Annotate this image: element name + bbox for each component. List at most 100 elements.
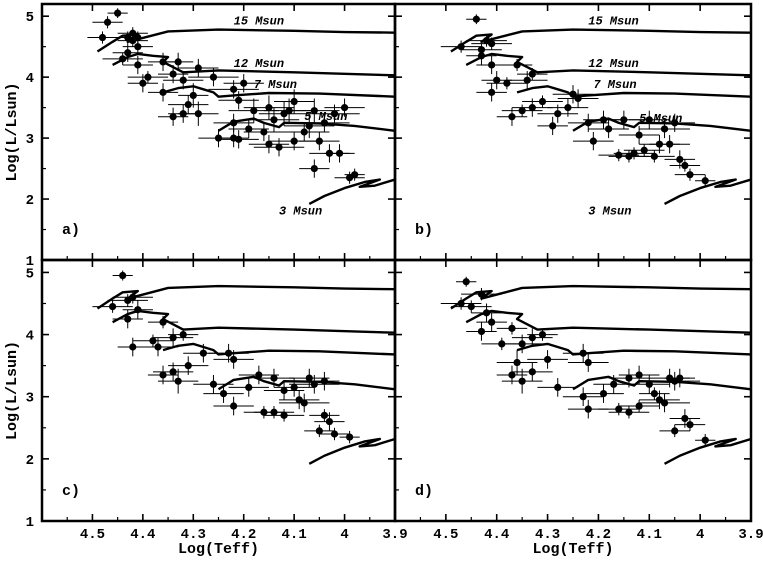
data-marker: [467, 303, 475, 311]
y-tick-label: 2: [26, 453, 34, 469]
data-point: [92, 300, 133, 313]
data-marker: [320, 411, 328, 419]
data-marker: [579, 393, 587, 401]
y-tick-label: 1: [26, 515, 34, 531]
data-point: [168, 356, 209, 375]
x-axis-title: Log(Teff): [178, 541, 259, 558]
data-marker: [615, 405, 623, 413]
data-marker: [599, 390, 608, 398]
data-marker: [169, 368, 177, 376]
data-marker: [508, 324, 516, 332]
panel-label: d): [415, 483, 433, 500]
data-marker: [159, 371, 167, 379]
data-marker: [472, 15, 480, 23]
x-tick-label: 4: [340, 527, 348, 543]
data-point: [243, 95, 295, 120]
data-marker: [493, 76, 501, 84]
data-marker: [518, 107, 526, 115]
data-marker: [310, 164, 318, 173]
x-tick-label: 4.2: [231, 527, 256, 543]
data-point: [695, 174, 716, 187]
data-marker: [103, 18, 112, 26]
data-marker: [134, 33, 142, 42]
data-point: [628, 110, 670, 129]
data-point: [664, 368, 696, 388]
data-marker: [265, 104, 273, 112]
data-marker: [235, 135, 243, 143]
data-point: [334, 171, 365, 184]
data-marker: [194, 110, 202, 118]
data-marker: [134, 306, 142, 314]
data-point: [603, 110, 645, 129]
data-marker: [503, 79, 511, 87]
data-point: [273, 378, 315, 397]
data-marker: [124, 315, 132, 323]
data-point: [501, 368, 543, 394]
data-marker: [280, 411, 288, 419]
data-point: [132, 334, 174, 347]
data-marker: [620, 116, 628, 124]
panel-3: c): [40, 258, 397, 523]
data-point: [193, 374, 234, 394]
data-marker: [625, 408, 633, 416]
data-marker: [635, 131, 643, 139]
data-marker: [701, 177, 709, 185]
data-point: [112, 291, 153, 304]
data-point: [639, 387, 670, 400]
data-point: [466, 34, 507, 47]
data-point: [218, 91, 259, 110]
data-marker: [518, 340, 526, 348]
data-marker: [513, 61, 521, 69]
data-point: [92, 16, 123, 29]
track-line-3-msun: [663, 178, 752, 205]
x-tick-label: 4: [696, 527, 704, 543]
data-point: [496, 322, 528, 335]
data-marker: [477, 52, 486, 60]
data-point: [537, 378, 579, 397]
data-marker: [650, 390, 658, 398]
y-tick-label: 2: [26, 193, 34, 209]
data-marker: [129, 343, 137, 351]
data-point: [440, 297, 482, 310]
data-point: [112, 270, 133, 281]
data-marker: [275, 143, 283, 151]
y-tick-label: 4: [26, 71, 34, 87]
track-line-15-msun: [96, 284, 396, 310]
track-label: 12 Msun: [588, 57, 638, 71]
data-marker: [528, 104, 536, 112]
data-marker: [159, 318, 167, 326]
data-marker: [209, 73, 218, 81]
data-marker: [549, 122, 557, 130]
track-line-15-msun: [96, 28, 396, 53]
data-marker: [245, 383, 253, 391]
data-marker: [457, 43, 465, 51]
data-marker: [538, 97, 547, 106]
x-tick-label: 4.3: [181, 527, 206, 543]
data-marker: [235, 96, 243, 104]
data-marker: [134, 43, 142, 51]
data-point: [87, 31, 118, 44]
data-marker: [340, 104, 349, 112]
data-point: [649, 135, 690, 154]
data-marker: [686, 421, 694, 429]
data-marker: [645, 116, 653, 124]
data-point: [248, 107, 300, 132]
data-marker: [305, 374, 313, 382]
data-marker: [169, 113, 177, 121]
x-tick-label: 4.1: [282, 527, 307, 543]
data-point: [324, 98, 365, 117]
data-point: [253, 368, 295, 388]
x-tick-label: 4.4: [484, 527, 509, 543]
data-point: [471, 37, 512, 50]
y-tick-label: 3: [26, 391, 34, 407]
data-point: [223, 74, 264, 93]
data-point: [203, 384, 244, 403]
data-point: [324, 144, 355, 163]
data-point: [309, 371, 340, 391]
data-point: [188, 68, 239, 87]
data-marker: [330, 110, 339, 118]
data-point: [157, 368, 199, 394]
data-marker: [477, 327, 486, 336]
data-marker: [508, 113, 516, 121]
data-point: [137, 337, 179, 357]
